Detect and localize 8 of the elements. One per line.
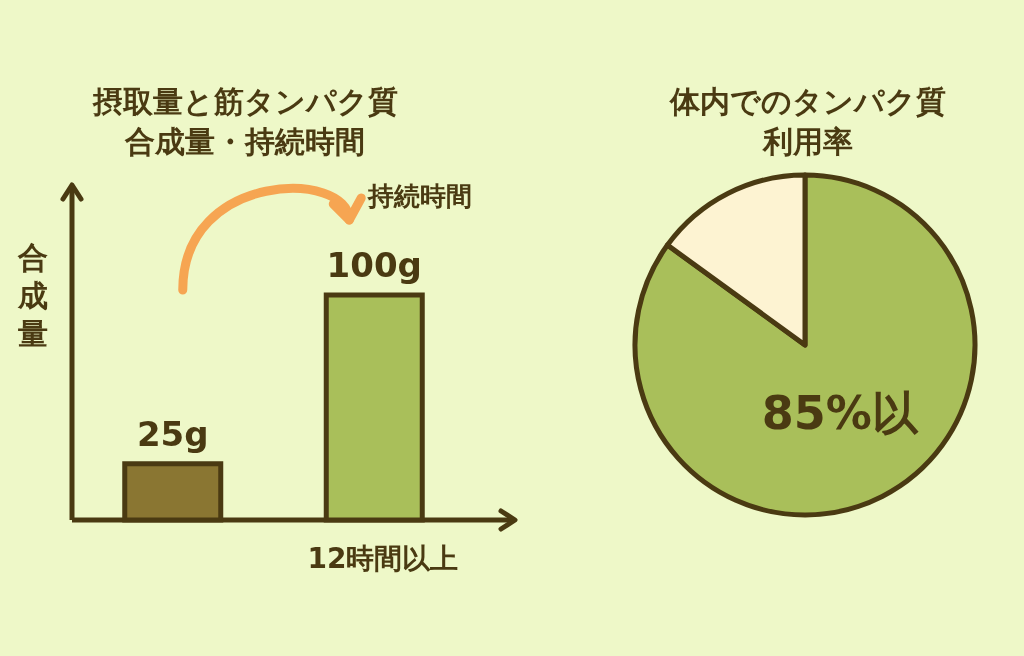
text: 持続時間	[367, 181, 472, 211]
data-label: 25g	[136, 413, 209, 454]
x-axis-title: 12時間以上	[307, 542, 459, 575]
data-label: 85%以	[761, 386, 919, 441]
chart-title: 体内でのタンパク質利用率	[669, 84, 946, 159]
data-label: 100g	[326, 245, 422, 285]
chart-title: 摂取量と筋タンパク質合成量・持続時間	[91, 84, 398, 159]
y-axis-title: 合成量	[17, 240, 48, 351]
